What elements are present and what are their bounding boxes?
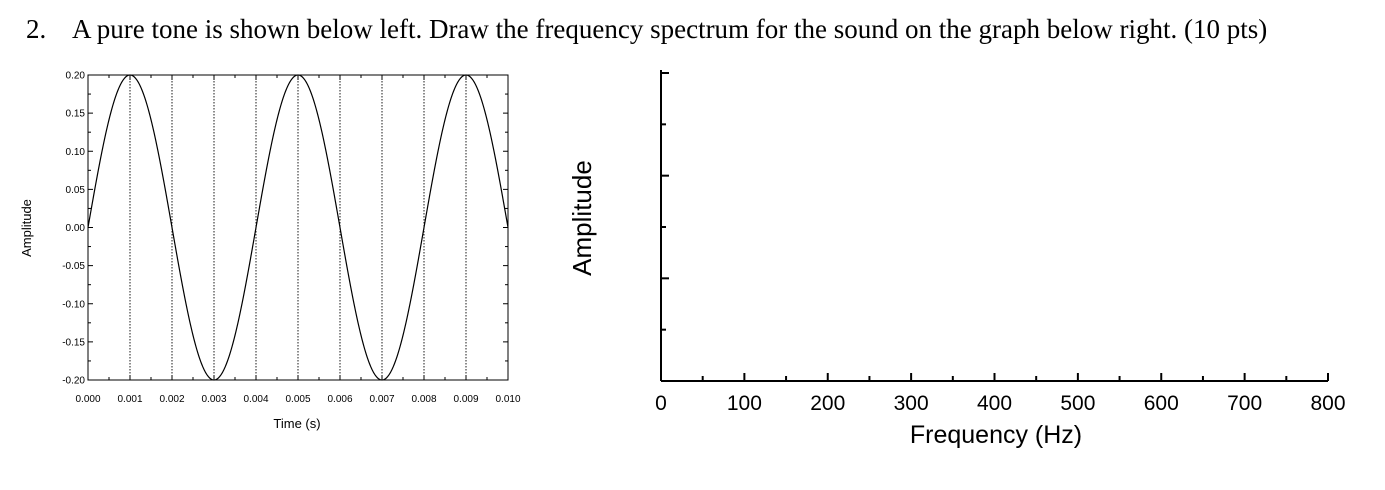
left-x-tick-label: 0.006 [327, 394, 352, 405]
sine-wave-series [87, 74, 509, 381]
left-x-tick-labels: 0.000 0.001 0.002 0.003 0.004 0.005 0.006 0.007… [75, 394, 520, 405]
left-x-tick-label: 0.010 [495, 394, 520, 405]
right-x-tick-label: 700 [1227, 392, 1262, 415]
left-x-tick-label: 0.000 [75, 394, 100, 405]
right-x-tick-label: 100 [727, 392, 762, 415]
left-x-tick-label: 0.004 [243, 394, 268, 405]
right-y-axis-label: Amplitude [567, 160, 597, 276]
left-x-axis-label: Time (s) [273, 416, 320, 431]
right-ticks [660, 72, 1329, 382]
right-x-axis-label: Frequency (Hz) [910, 421, 1082, 449]
right-x-tick-label: 500 [1060, 392, 1095, 415]
left-y-tick-label: 0.20 [66, 71, 86, 82]
left-x-tick-label: 0.007 [369, 394, 394, 405]
left-y-tick-label: -0.20 [62, 376, 85, 387]
left-y-tick-label: -0.15 [62, 337, 85, 348]
right-x-tick-label: 800 [1310, 392, 1345, 415]
left-y-tick-label: -0.05 [62, 261, 85, 272]
question: 2. A pure tone is shown below left. Draw … [26, 14, 1267, 45]
right-x-tick-label: 200 [810, 392, 845, 415]
right-x-tick-label: 0 [655, 392, 667, 415]
left-y-tick-label: -0.10 [62, 299, 85, 310]
left-y-tick-label: 0.10 [66, 147, 86, 158]
right-x-tick-label: 300 [894, 392, 929, 415]
right-x-tick-labels: 0 100 200 300 400 500 600 700 800 [655, 392, 1345, 415]
left-grid [129, 75, 467, 380]
left-y-tick-label: 0.00 [66, 223, 86, 234]
left-y-tick-labels: 0.20 0.15 0.10 0.05 0.00 -0.05 -0.10 -0.15 -0.20 [62, 71, 85, 387]
question-text: A pure tone is shown below left. Draw th… [72, 14, 1268, 44]
right-x-tick-label: 400 [977, 392, 1012, 415]
left-ticks [87, 74, 509, 381]
question-number: 2. [26, 14, 47, 44]
left-y-tick-label: 0.05 [66, 185, 86, 196]
left-x-tick-label: 0.009 [453, 394, 478, 405]
time-domain-chart: 0.20 0.15 0.10 0.05 0.00 -0.05 -0.10 -0.15 -0.20… [19, 71, 521, 432]
left-x-tick-label: 0.002 [159, 394, 184, 405]
left-x-tick-label: 0.008 [411, 394, 436, 405]
left-x-tick-label: 0.001 [117, 394, 142, 405]
left-y-axis-label: Amplitude [19, 199, 34, 257]
right-x-tick-label: 600 [1144, 392, 1179, 415]
frequency-spectrum-chart: 0 100 200 300 400 500 600 700 800 Frequency (Hz)… [567, 70, 1346, 449]
left-x-tick-label: 0.005 [285, 394, 310, 405]
left-x-tick-label: 0.003 [201, 394, 226, 405]
left-y-tick-label: 0.15 [66, 109, 86, 120]
